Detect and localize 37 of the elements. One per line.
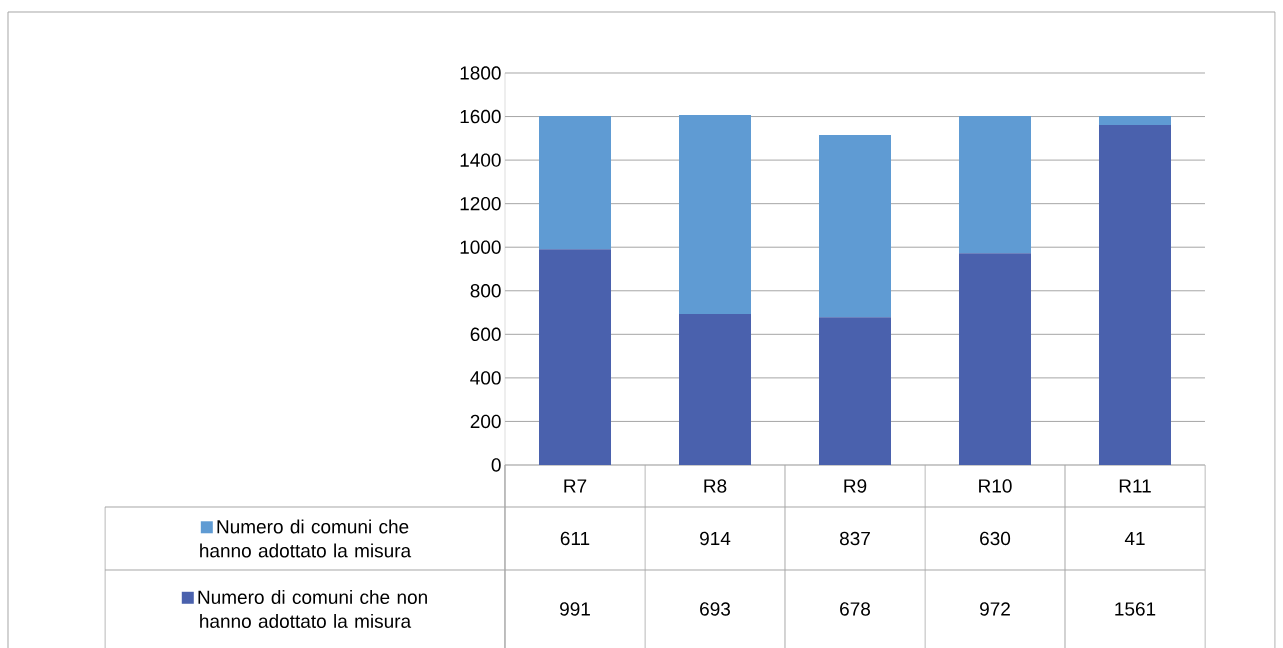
y-tick-label: 1400 bbox=[460, 153, 501, 167]
x-tick-label: R10 bbox=[979, 479, 1012, 493]
y-tick-label: 600 bbox=[470, 327, 501, 342]
legend-label: Numero di comuni che hanno adottato la misura bbox=[200, 519, 412, 558]
y-tick-label: 1000 bbox=[460, 240, 501, 254]
y-tick-label: 1600 bbox=[460, 109, 501, 124]
data-label: 1561 bbox=[1115, 602, 1156, 616]
y-tick-label: 200 bbox=[470, 414, 501, 429]
x-tick-label: R11 bbox=[1119, 479, 1151, 493]
bar bbox=[959, 116, 1031, 254]
data-label: 972 bbox=[980, 602, 1010, 616]
data-label: 693 bbox=[700, 602, 731, 616]
y-tick-label: 0 bbox=[491, 458, 501, 472]
data-label: 678 bbox=[840, 602, 871, 616]
bar bbox=[679, 115, 751, 315]
x-tick-label: R8 bbox=[704, 479, 727, 493]
bar bbox=[539, 249, 611, 465]
bar bbox=[539, 116, 611, 250]
y-tick-label: 400 bbox=[470, 371, 501, 385]
data-label: 914 bbox=[700, 531, 731, 546]
data-label: 991 bbox=[560, 602, 590, 616]
y-tick-label: 800 bbox=[470, 284, 501, 298]
bar bbox=[1099, 116, 1171, 126]
x-tick-label: R9 bbox=[844, 479, 867, 493]
bar bbox=[1099, 125, 1171, 465]
data-label: 611 bbox=[560, 531, 590, 546]
y-tick-label: 1200 bbox=[460, 196, 501, 211]
data-label: 630 bbox=[980, 531, 1011, 546]
x-tick-label: R7 bbox=[564, 479, 587, 493]
data-label: 837 bbox=[839, 531, 870, 546]
bar bbox=[679, 314, 751, 465]
bar bbox=[819, 135, 891, 318]
legend-label: Numero di comuni che non hanno adottato la misura bbox=[198, 590, 427, 628]
bar bbox=[819, 317, 891, 465]
y-tick-label: 1800 bbox=[460, 66, 501, 80]
data-label: 41 bbox=[1124, 531, 1145, 546]
bar bbox=[959, 253, 1031, 465]
